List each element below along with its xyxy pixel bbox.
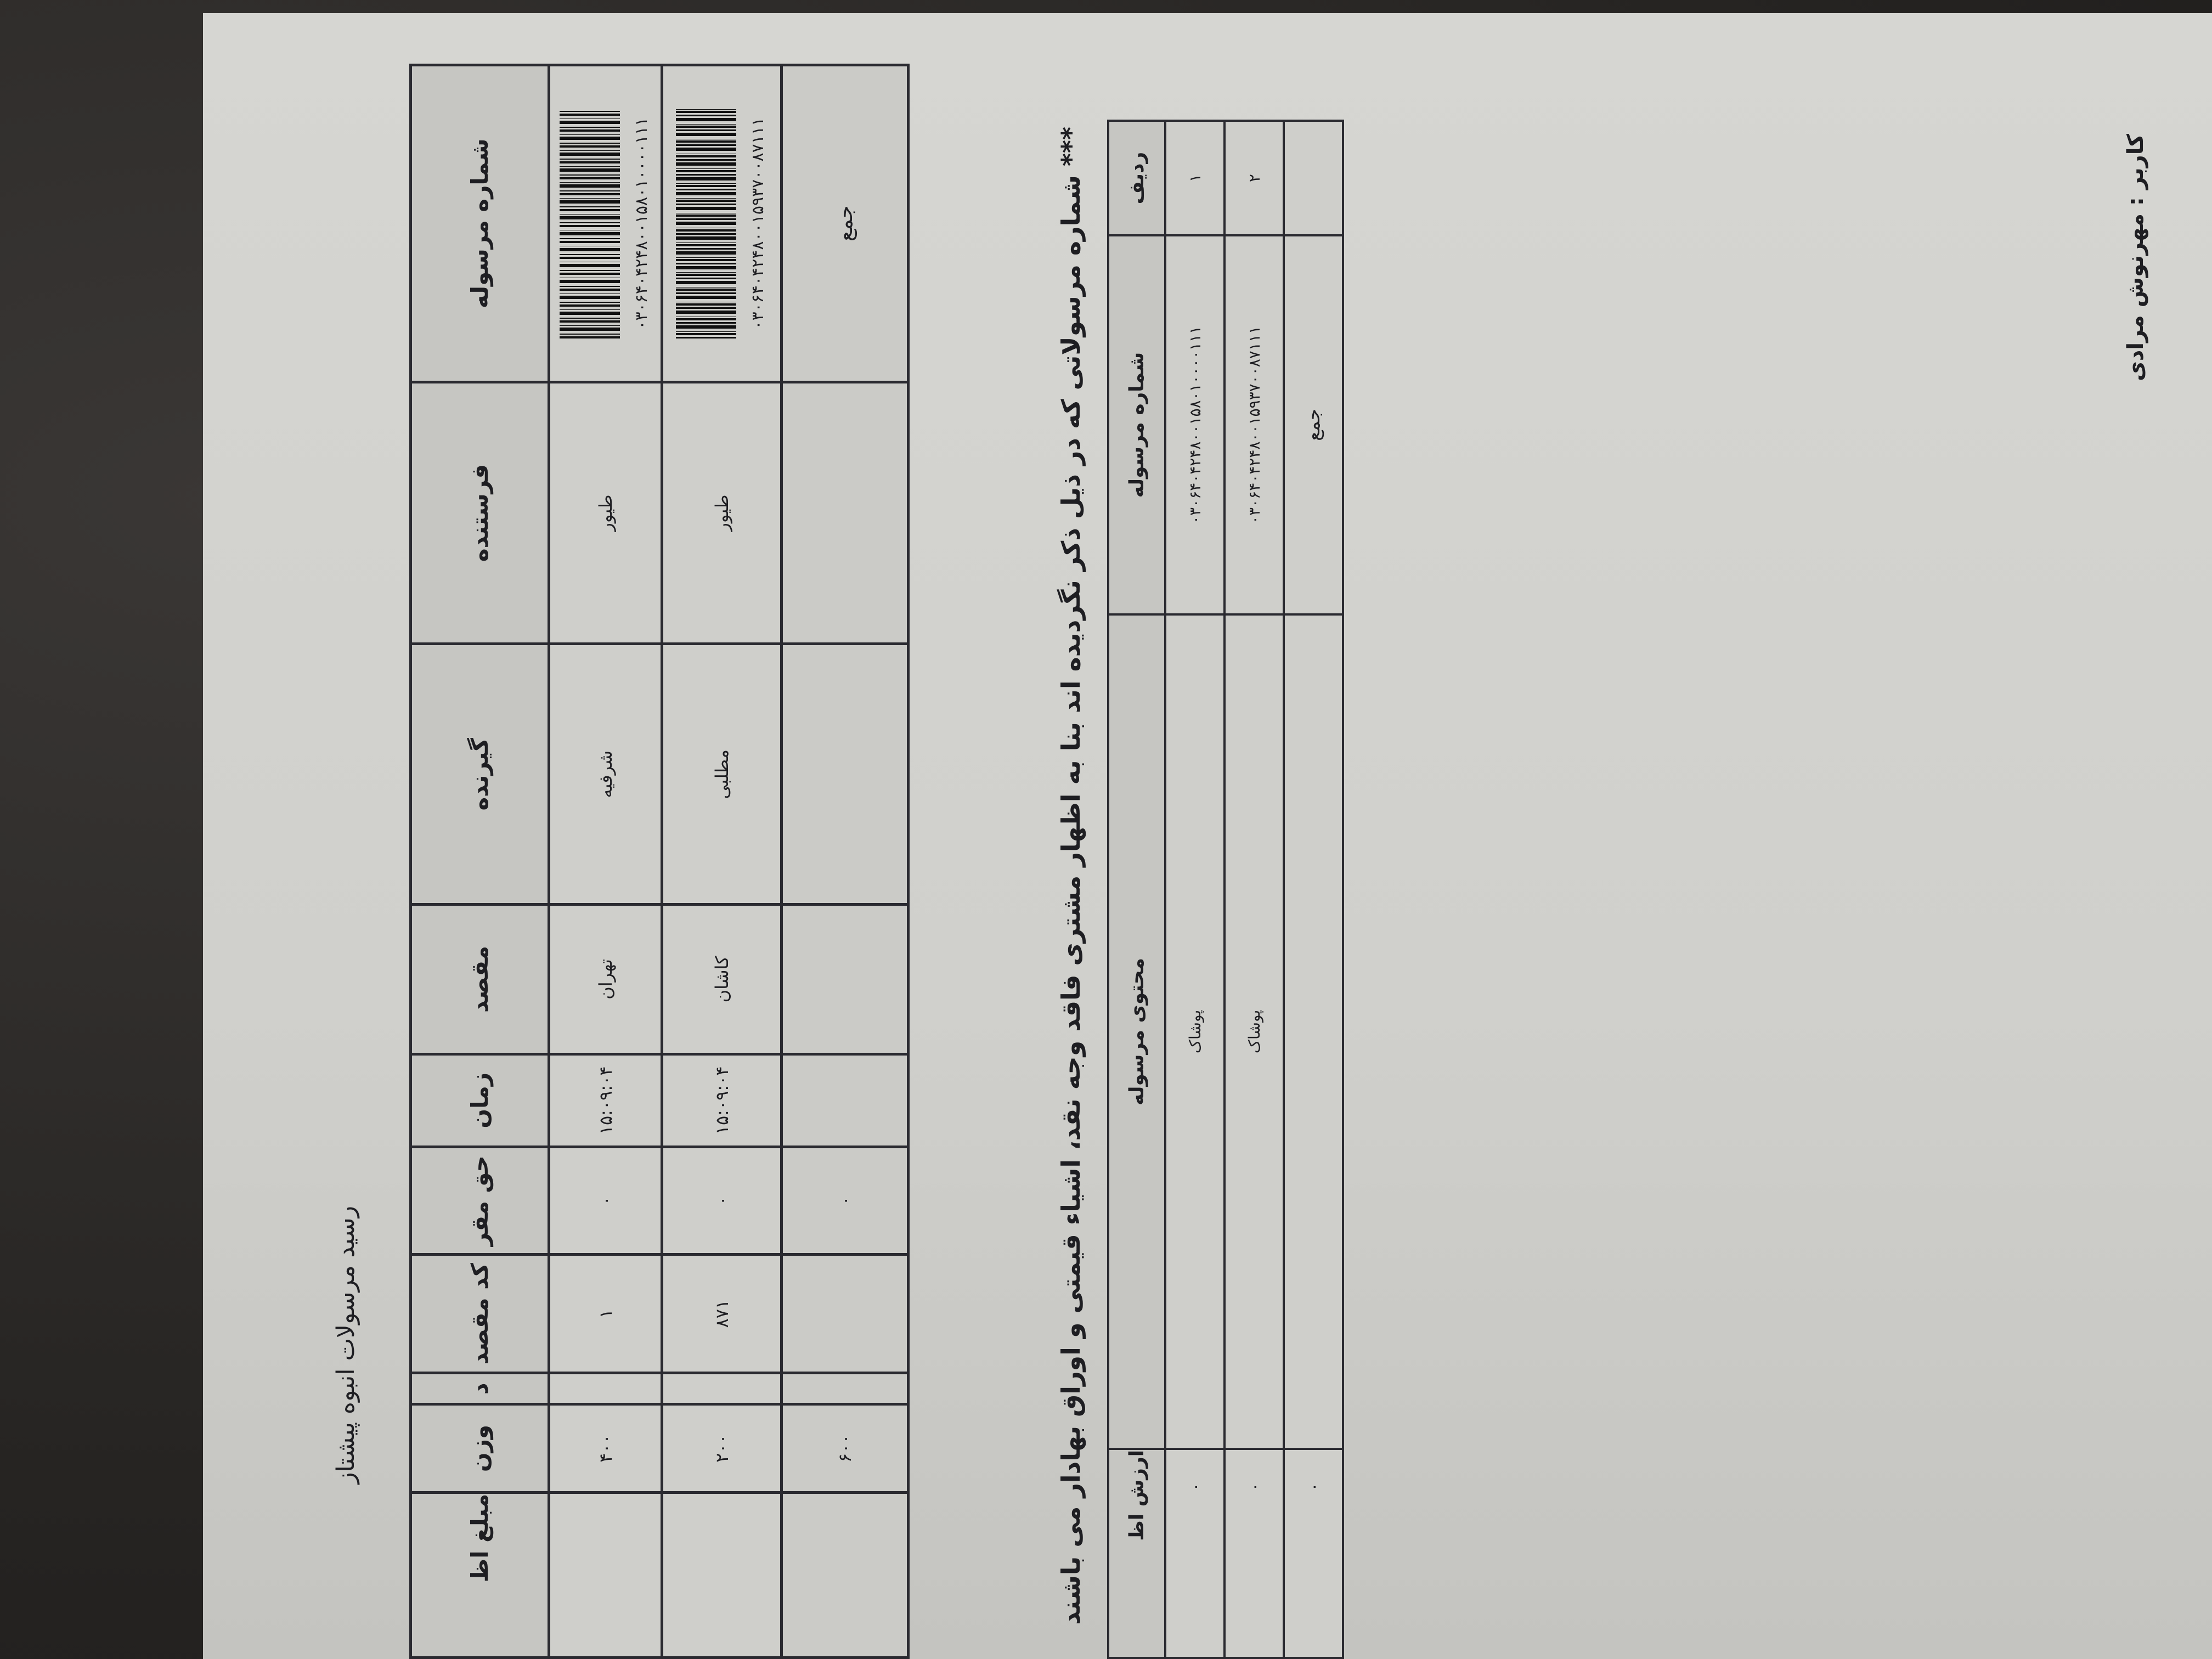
total-label: جمع (781, 65, 909, 382)
tracking-cell: ۰۳۰۶۴۰۴۲۴۸۰۰۱۵۸۰۱۰۰۰۰۱۱۱ (1165, 235, 1224, 614)
barcode-icon (560, 108, 620, 339)
fee-cell: ۰ (662, 1147, 782, 1255)
sender-cell: طیور (549, 382, 662, 644)
header-sender: فرستنده (410, 382, 549, 644)
weight-cell: ۲۰۰ (662, 1404, 782, 1493)
value-cell: ۰ (1224, 1448, 1284, 1658)
total-label: جمع (1284, 235, 1343, 614)
receipt-paper: رسید مرسولات انبوه پیشتاز شماره مرسوله ف… (203, 13, 2212, 1659)
notice-text: *** شماره مرسولاتی که در ذیل ذکر نگردیده… (1056, 127, 1086, 1625)
index-cell: ۱ (1165, 121, 1224, 236)
document-title: رسید مرسولات انبوه پیشتاز (332, 1206, 360, 1484)
user-label: کاربر : مهرنوش مرادی (2123, 134, 2148, 381)
tracking-cell: ۰۳۰۶۴۰۴۲۴۸۰۰۱۵۸۰۱۰۰۰۰۱۱۱ (549, 65, 662, 382)
header-dest-code: کد مقصد (410, 1254, 549, 1373)
value-cell: ۰ (1165, 1448, 1224, 1658)
table-header-row: شماره مرسوله فرستنده گیرنده مقصد زمان حق… (410, 65, 549, 1658)
table-row: ۰۳۰۶۴۰۴۲۴۸۰۰۱۵۸۰۱۰۰۰۰۱۱۱ طیور شرفیه تهرا… (549, 65, 662, 1658)
header-tracking: شماره مرسوله (410, 65, 549, 382)
fee-cell: ۰ (549, 1147, 662, 1255)
amount-cell (549, 1492, 662, 1658)
header-amount: مبلغ اظ (410, 1492, 549, 1658)
total-weight: ۶۰۰ (781, 1404, 909, 1493)
index-cell: ۲ (1224, 121, 1284, 236)
header-value: ارزش اظ (1108, 1448, 1165, 1658)
d-cell (662, 1373, 782, 1404)
header-index: ردیف (1108, 121, 1165, 236)
barcode-icon (676, 108, 736, 339)
dest-code-cell: ۱ (549, 1254, 662, 1373)
tracking-cell: ۰۳۰۶۴۰۴۲۴۸۰۰۱۵۹۳۷۰۰۸۷۱۱۱ (662, 65, 782, 382)
d-cell (549, 1373, 662, 1404)
content-cell: پوشاک (1165, 614, 1224, 1449)
receiver-cell: شرفیه (549, 644, 662, 905)
destination-cell: تهران (549, 904, 662, 1054)
destination-cell: کاشان (662, 904, 782, 1054)
header-tracking: شماره مرسوله (1108, 235, 1165, 614)
declared-contents-table: ردیف شماره مرسوله محتوی مرسوله ارزش اظ ۱… (1107, 120, 1344, 1659)
header-time: زمان (410, 1054, 549, 1147)
table-row: ۲ ۰۳۰۶۴۰۴۲۴۸۰۰۱۵۹۳۷۰۰۸۷۱۱۱ پوشاک ۰ (1224, 121, 1284, 1658)
table-row: ۱ ۰۳۰۶۴۰۴۲۴۸۰۰۱۵۸۰۱۰۰۰۰۱۱۱ پوشاک ۰ (1165, 121, 1224, 1658)
header-content: محتوی مرسوله (1108, 614, 1165, 1449)
header-destination: مقصد (410, 904, 549, 1054)
total-row: جمع ۰ ۶۰۰ (781, 65, 909, 1658)
content-cell: پوشاک (1224, 614, 1284, 1449)
header-weight: وزن (410, 1404, 549, 1493)
shipments-table: شماره مرسوله فرستنده گیرنده مقصد زمان حق… (409, 64, 910, 1659)
weight-cell: ۴۰۰ (549, 1404, 662, 1493)
time-cell: ۱۵:۰۹:۰۴ (662, 1054, 782, 1147)
total-value: ۰ (1284, 1448, 1343, 1658)
tracking-cell: ۰۳۰۶۴۰۴۲۴۸۰۰۱۵۹۳۷۰۰۸۷۱۱۱ (1224, 235, 1284, 614)
dest-code-cell: ۸۷۱ (662, 1254, 782, 1373)
header-d: د (410, 1373, 549, 1404)
table-header-row: ردیف شماره مرسوله محتوی مرسوله ارزش اظ (1108, 121, 1165, 1658)
receiver-cell: مطلبی (662, 644, 782, 905)
total-fee: ۰ (781, 1147, 909, 1255)
table-row: ۰۳۰۶۴۰۴۲۴۸۰۰۱۵۹۳۷۰۰۸۷۱۱۱ طیور مطلبی کاشا… (662, 65, 782, 1658)
time-cell: ۱۵:۰۹:۰۴ (549, 1054, 662, 1147)
amount-cell (662, 1492, 782, 1658)
header-receiver: گیرنده (410, 644, 549, 905)
sender-cell: طیور (662, 382, 782, 644)
header-fee: حق مقر (410, 1147, 549, 1255)
total-row: جمع ۰ (1284, 121, 1343, 1658)
